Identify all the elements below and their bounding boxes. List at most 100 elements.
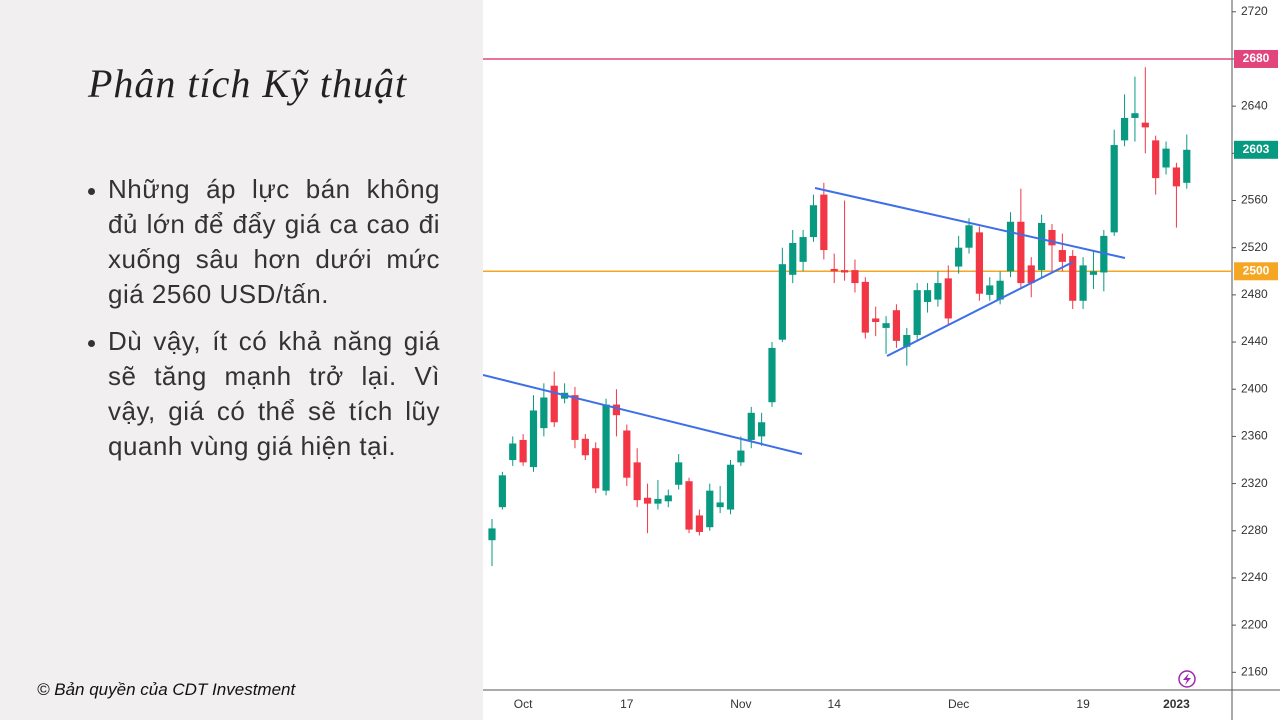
candle-body <box>1162 148 1170 168</box>
candle-body <box>571 395 579 440</box>
price-tag-label: 2500 <box>1243 263 1270 277</box>
candle-body <box>488 528 496 541</box>
y-tick-label: 2200 <box>1241 617 1268 631</box>
bullet: Dù vậy, ít có khả năng giá sẽ tăng mạnh … <box>108 324 440 464</box>
candle-body <box>923 290 932 302</box>
candle-body <box>1079 265 1087 301</box>
candle-body <box>1006 221 1015 272</box>
candle-body <box>1172 167 1181 187</box>
candle-body <box>758 422 766 437</box>
candle-body <box>529 410 538 468</box>
candle-body <box>830 268 838 272</box>
candle-body <box>726 464 735 510</box>
price-tag <box>1234 49 1278 68</box>
trendline <box>886 261 1074 357</box>
candle-body <box>643 497 652 504</box>
candle-body <box>1027 265 1035 284</box>
copyright: © Bản quyền của CDT Investment <box>37 680 296 699</box>
bullet: Những áp lực bán không đủ lớn để đẩy giá… <box>108 172 440 312</box>
candle-body <box>840 270 849 273</box>
chart-bg <box>483 0 1280 720</box>
y-tick-label: 2480 <box>1241 287 1268 301</box>
candle-body <box>965 225 973 248</box>
candle-body <box>955 247 963 267</box>
price-tag-label: 2680 <box>1243 51 1270 65</box>
candle-body <box>737 450 745 463</box>
price-tag <box>1234 140 1278 159</box>
x-tick-label: Dec <box>948 697 969 711</box>
candle-body <box>903 334 911 347</box>
y-tick-label: 2560 <box>1241 193 1268 207</box>
candle-body <box>1058 250 1066 262</box>
x-tick-label: 17 <box>620 697 634 711</box>
candle-body <box>996 280 1004 300</box>
price-tag <box>1234 262 1278 281</box>
candle-body <box>623 430 631 478</box>
candle-body <box>809 205 818 238</box>
x-tick-label: 19 <box>1076 697 1090 711</box>
candle-body <box>872 318 880 322</box>
y-tick-label: 2640 <box>1241 98 1268 112</box>
candle-body <box>934 283 942 300</box>
candle-body <box>612 404 621 416</box>
y-tick-label: 2720 <box>1241 4 1268 18</box>
candle-body <box>654 498 662 504</box>
candle-body <box>716 502 724 508</box>
candle-body <box>1152 140 1160 179</box>
icon[interactable] <box>1178 670 1196 688</box>
candle-body <box>498 475 506 508</box>
candle-body <box>747 412 755 440</box>
y-tick-label: 2240 <box>1241 570 1268 584</box>
chart: 2160 2200 2240 2280 2320 2360 2400 2440 2480 2520… <box>483 0 1280 720</box>
candle-body <box>1183 149 1191 183</box>
candle-body <box>1038 222 1046 271</box>
candle-body <box>1069 255 1077 301</box>
x-tick-label: 2023 <box>1163 697 1190 711</box>
candle-body <box>602 404 610 491</box>
candle-body <box>799 237 807 262</box>
candle-body <box>861 281 869 333</box>
candle-body <box>519 439 527 463</box>
y-tick-label: 2520 <box>1241 240 1268 254</box>
y-tick-label: 2160 <box>1241 664 1268 678</box>
candle-body <box>550 385 558 423</box>
candle-body <box>509 443 517 460</box>
x-tick-label: Nov <box>730 697 751 711</box>
candle-body <box>664 495 672 502</box>
candle-body <box>592 448 600 489</box>
y-tick-label: 2440 <box>1241 334 1268 348</box>
plot <box>483 58 1232 567</box>
candle-body <box>695 515 703 532</box>
x-tick-label: 14 <box>828 697 842 711</box>
candle-body <box>706 490 714 528</box>
candle-body <box>913 290 921 335</box>
candle-body <box>820 194 828 251</box>
candle-body <box>675 462 683 485</box>
y-tick-label: 2320 <box>1241 476 1268 490</box>
y-tick-label: 2280 <box>1241 523 1268 537</box>
candle-body <box>1048 230 1056 246</box>
y-tick-label: 2400 <box>1241 381 1268 395</box>
candle-body <box>540 397 548 429</box>
candle-body <box>778 264 786 340</box>
candle-body <box>581 438 589 456</box>
candle-body <box>685 481 693 530</box>
candle-body <box>768 347 776 403</box>
icon-bolt <box>1183 673 1191 685</box>
candle-body <box>882 323 890 328</box>
bullet-list: Những áp lực bán không đủ lớn để đẩy giá… <box>108 172 440 476</box>
candle-body <box>1017 221 1025 284</box>
candle-body <box>851 270 859 284</box>
candle-body <box>1131 113 1139 118</box>
candle-body <box>1120 117 1129 141</box>
candle-body <box>1110 145 1118 233</box>
price-tag-label: 2603 <box>1243 142 1270 156</box>
candle-body <box>944 278 952 319</box>
candle-body <box>892 310 901 341</box>
y-tick-label: 2360 <box>1241 429 1268 443</box>
text-panel: Phân tích Kỹ thuật Những áp lực bán khôn… <box>0 0 483 720</box>
candle-body <box>1089 271 1098 275</box>
candle-body <box>633 462 641 501</box>
candle-body <box>1141 122 1149 128</box>
